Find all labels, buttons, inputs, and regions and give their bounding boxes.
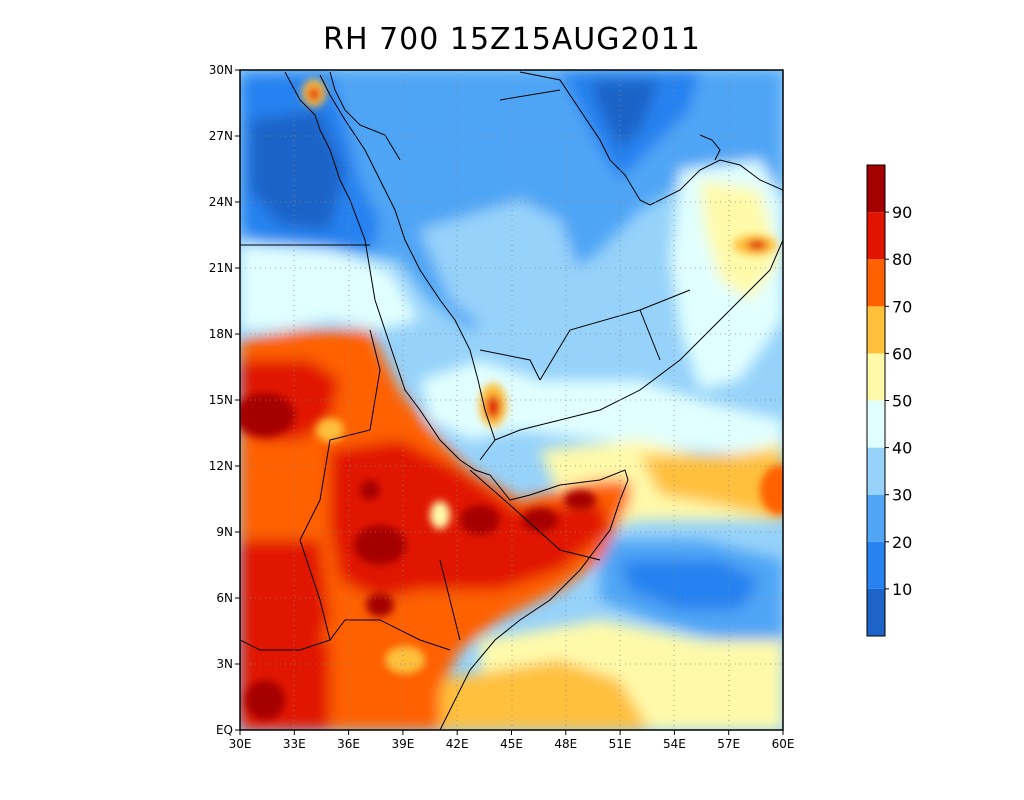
colorbar-swatch (867, 494, 885, 542)
coastlines (240, 71, 783, 730)
lat-tick-label: 24N (209, 195, 233, 209)
colorbar-swatch (867, 212, 885, 260)
map-grid (240, 70, 783, 730)
colorbar-swatch (867, 541, 885, 589)
lon-tick-label: 45E (500, 737, 523, 751)
colorbar-label: 10 (892, 580, 912, 599)
lon-tick-label: 30E (229, 737, 252, 751)
colorbar-label: 60 (892, 344, 912, 363)
lon-tick-label: 51E (609, 737, 632, 751)
lat-tick-label: 6N (216, 591, 233, 605)
colorbar-label: 90 (892, 203, 912, 222)
lat-tick-label: EQ (216, 723, 233, 737)
lon-axis: 30E 33E 36E 39E 42E 45E 48E 51E 54E 57E 60E (229, 730, 795, 751)
colorbar-label: 30 (892, 486, 912, 505)
lon-tick-label: 57E (717, 737, 740, 751)
lon-tick-label: 39E (391, 737, 414, 751)
lat-tick-label: 12N (209, 459, 233, 473)
lat-tick-label: 9N (216, 525, 233, 539)
lat-tick-label: 21N (209, 261, 233, 275)
map-title: RH 700 15Z15AUG2011 (323, 22, 701, 57)
lon-tick-label: 33E (283, 737, 306, 751)
colorbar-label: 70 (892, 297, 912, 316)
colorbar-label: 50 (892, 392, 912, 411)
colorbar-label: 20 (892, 533, 912, 552)
rh-contour-field (240, 70, 783, 730)
colorbar-swatch (867, 259, 885, 307)
lat-tick-label: 15N (209, 393, 233, 407)
lon-tick-label: 60E (772, 737, 795, 751)
colorbar-swatch (867, 165, 885, 213)
lat-tick-label: 18N (209, 327, 233, 341)
lat-tick-label: 3N (216, 657, 233, 671)
colorbar-swatch (867, 588, 885, 636)
colorbar-swatch (867, 400, 885, 448)
colorbar-label: 40 (892, 439, 912, 458)
colorbar-swatch (867, 306, 885, 354)
colorbar-swatch (867, 353, 885, 401)
lat-tick-label: 30N (209, 63, 233, 77)
colorbar-swatch (867, 447, 885, 495)
lat-axis: EQ 3N 6N 9N 12N 15N 18N 21N 24N 27N 30N (209, 63, 240, 737)
lat-tick-label: 27N (209, 129, 233, 143)
lon-tick-label: 36E (337, 737, 360, 751)
lon-tick-label: 54E (663, 737, 686, 751)
colorbar-label: 80 (892, 250, 912, 269)
colorbar: 10 20 30 40 50 60 70 80 90 (866, 164, 912, 637)
lon-tick-label: 48E (554, 737, 577, 751)
lon-tick-label: 42E (446, 737, 469, 751)
